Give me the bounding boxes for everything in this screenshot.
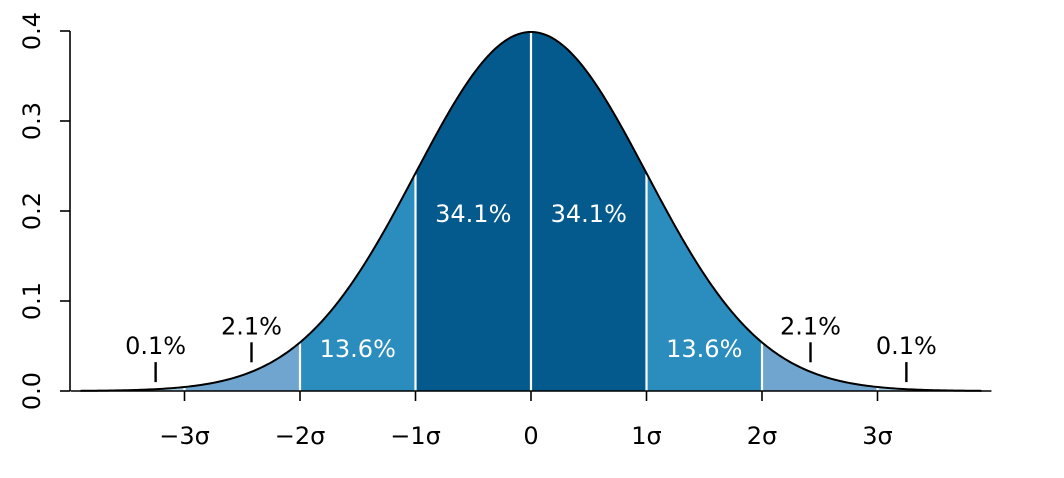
y-tick-label-4: 0.4 [18,12,46,50]
y-tick-label-2: 0.2 [18,192,46,230]
region-5 [762,342,878,391]
y-tick-label-1: 0.1 [18,282,46,320]
region-label-1: 34.1% [551,200,627,228]
x-tick-label-4: 1σ [631,422,661,450]
tail-label-2: 0.1% [125,332,186,360]
x-tick-label-6: 3σ [862,422,892,450]
region-label-3: 13.6% [666,335,742,363]
sigma-dividers [183,32,879,391]
tail-label-0: 2.1% [221,312,282,340]
x-tick-label-5: 2σ [747,422,777,450]
density-curve [80,30,982,392]
y-tick-label-0: 0.0 [18,372,46,410]
x-ticks: −3σ −2σ −1σ 0 1σ 2σ 3σ [159,391,893,450]
x-tick-label-2: −1σ [390,422,441,450]
region-labels: 34.1% 34.1% 13.6% 13.6% [320,200,743,363]
x-tick-label-1: −2σ [275,422,326,450]
y-ticks: 0.0 0.1 0.2 0.3 0.4 [18,12,70,410]
region-0 [184,342,300,391]
y-tick-label-3: 0.3 [18,102,46,140]
x-tick-label-0: −3σ [159,422,210,450]
tail-label-3: 0.1% [876,332,937,360]
region-label-2: 13.6% [320,335,396,363]
tail-label-1: 2.1% [780,312,841,340]
x-tick-label-3: 0 [523,422,538,450]
tail-labels: 2.1% 2.1% 0.1% 0.1% [125,312,937,383]
region-label-0: 34.1% [435,200,511,228]
